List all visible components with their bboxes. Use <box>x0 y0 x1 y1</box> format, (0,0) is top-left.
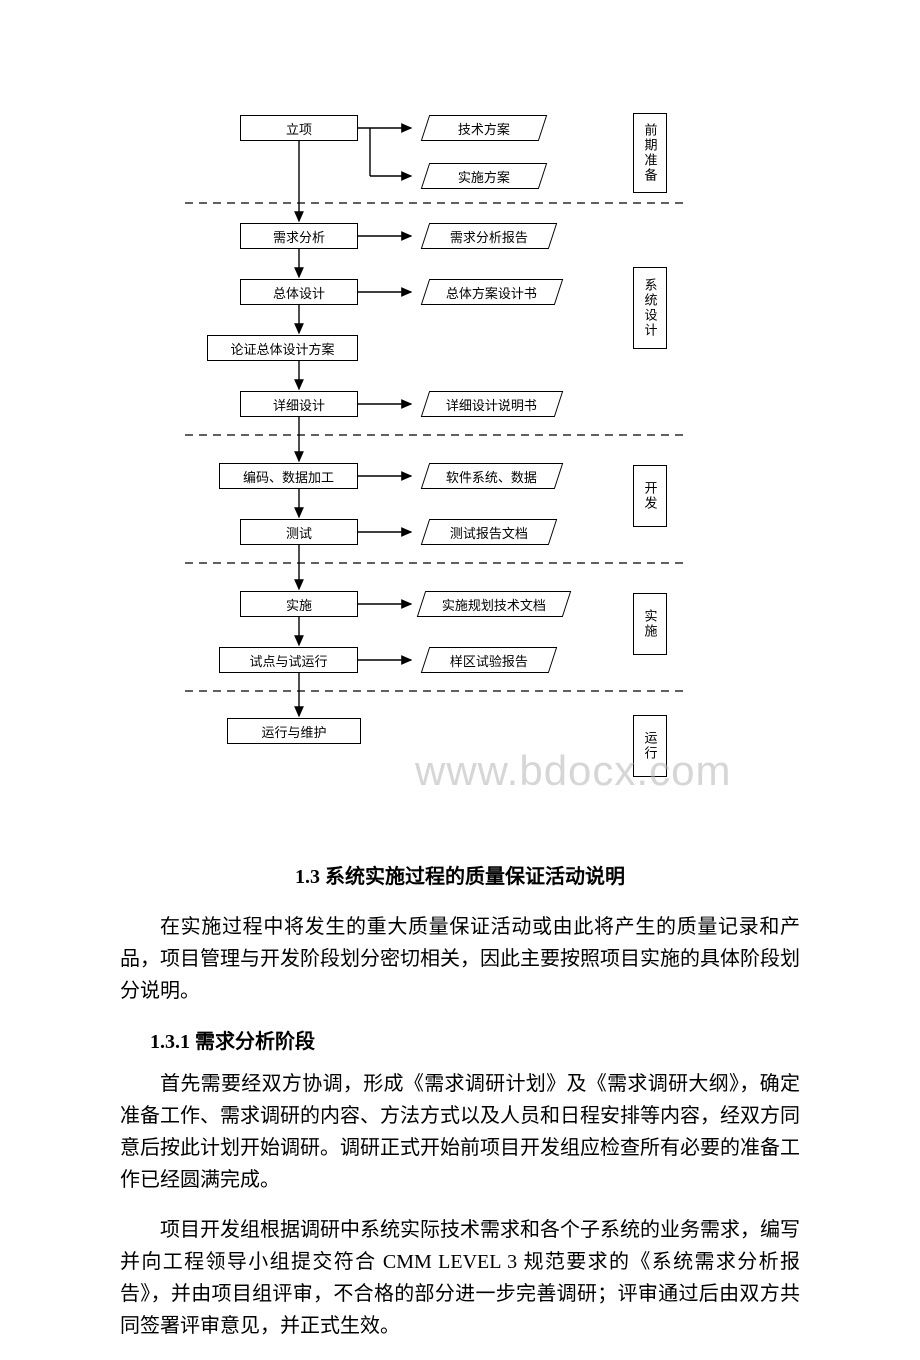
document-d7: 实施规划技术文档 <box>417 591 571 617</box>
section-heading-1-3-1: 1.3.1 需求分析阶段 <box>120 1025 800 1054</box>
document-d8: 样区试验报告 <box>421 647 557 673</box>
document-d1: 实施方案 <box>421 163 547 189</box>
paragraph-3: 项目开发组根据调研中系统实际技术需求和各个子系统的业务需求，编写并向工程领导小组… <box>120 1214 800 1342</box>
phase-ph1: 系统设计 <box>633 267 667 349</box>
phase-ph0: 前期准备 <box>633 113 667 193</box>
phase-ph4: 运行 <box>633 715 667 777</box>
phase-ph3: 实施 <box>633 593 667 655</box>
document-d5: 软件系统、数据 <box>421 463 563 489</box>
process-p8: 试点与试运行 <box>219 647 358 673</box>
paragraph-2: 首先需要经双方协调，形成《需求调研计划》及《需求调研大纲》，确定准备工作、需求调… <box>120 1068 800 1196</box>
process-p6: 测试 <box>240 519 358 545</box>
process-p1: 需求分析 <box>240 223 358 249</box>
document-d6: 测试报告文档 <box>421 519 557 545</box>
section-heading-1-3: 1.3 系统实施过程的质量保证活动说明 <box>120 860 800 889</box>
process-p2: 总体设计 <box>240 279 358 305</box>
process-p3: 论证总体设计方案 <box>207 335 358 361</box>
watermark-text: www.bdocx.com <box>415 747 731 795</box>
document-d0: 技术方案 <box>421 115 547 141</box>
process-p4: 详细设计 <box>240 391 358 417</box>
document-d2: 需求分析报告 <box>421 223 557 249</box>
paragraph-intro: 在实施过程中将发生的重大质量保证活动或由此将产生的质量记录和产品，项目管理与开发… <box>120 911 800 1007</box>
process-p0: 立项 <box>240 115 358 141</box>
process-p7: 实施 <box>240 591 358 617</box>
process-p9: 运行与维护 <box>227 718 361 744</box>
process-p5: 编码、数据加工 <box>219 463 358 489</box>
phase-ph2: 开发 <box>633 465 667 527</box>
document-d4: 详细设计说明书 <box>421 391 563 417</box>
flowchart-diagram: 立项需求分析总体设计论证总体设计方案详细设计编码、数据加工测试实施试点与试运行运… <box>185 115 705 815</box>
body-text: 1.3 系统实施过程的质量保证活动说明 在实施过程中将发生的重大质量保证活动或由… <box>120 860 800 1360</box>
document-d3: 总体方案设计书 <box>421 279 563 305</box>
